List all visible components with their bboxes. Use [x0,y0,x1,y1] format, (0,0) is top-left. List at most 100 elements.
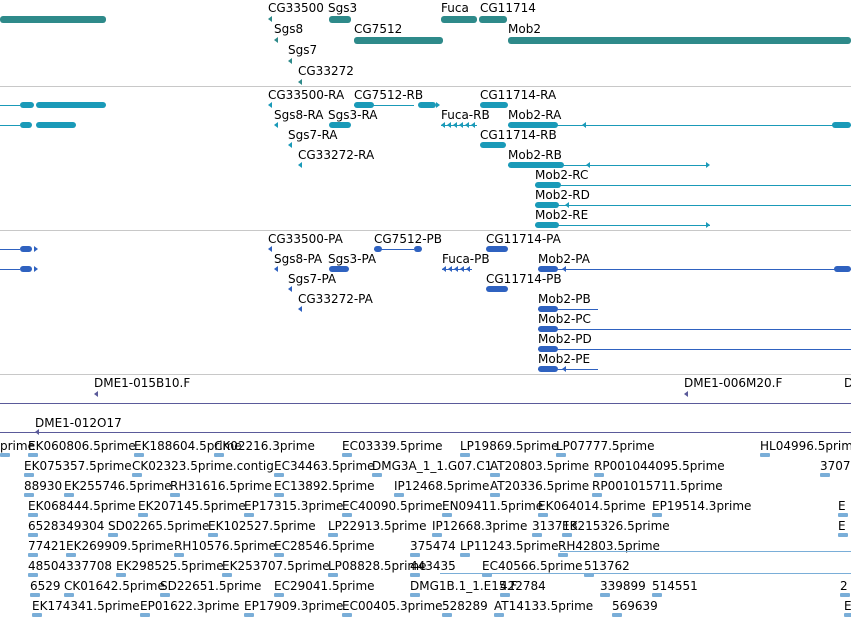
feature-glyph[interactable] [486,286,508,292]
feature-glyph[interactable] [844,613,851,617]
feature-glyph[interactable] [24,493,34,497]
feature-glyph[interactable] [222,573,232,577]
feature-glyph[interactable] [0,16,106,23]
feature-glyph[interactable] [329,16,351,23]
feature-glyph[interactable] [28,573,38,577]
feature-glyph[interactable] [0,453,10,457]
feature-glyph[interactable] [479,16,507,23]
feature-glyph[interactable] [274,493,284,497]
feature-glyph[interactable] [535,202,559,208]
feature-glyph[interactable] [24,473,34,477]
feature-glyph[interactable] [342,613,352,617]
feature-glyph[interactable] [442,513,452,517]
feature-glyph[interactable] [832,122,851,128]
feature-glyph[interactable] [170,493,180,497]
feature-glyph[interactable] [432,533,442,537]
feature-glyph[interactable] [214,453,224,457]
feature-glyph[interactable] [394,493,404,497]
feature-glyph[interactable] [460,553,470,557]
feature-glyph[interactable] [532,533,542,537]
feature-glyph[interactable] [538,266,558,272]
feature-glyph[interactable] [28,453,38,457]
feature-glyph[interactable] [138,513,148,517]
feature-glyph[interactable] [410,593,420,597]
feature-glyph[interactable] [64,593,74,597]
feature-glyph[interactable] [535,182,561,188]
feature-glyph[interactable] [372,473,382,477]
feature-glyph[interactable] [834,266,851,272]
feature-glyph[interactable] [538,326,558,332]
feature-glyph[interactable] [482,573,492,577]
feature-glyph[interactable] [132,473,142,477]
feature-glyph[interactable] [820,473,830,477]
feature-glyph[interactable] [329,122,351,128]
feature-glyph[interactable] [342,513,352,517]
feature-glyph[interactable] [108,533,118,537]
feature-glyph[interactable] [418,102,436,108]
feature-glyph[interactable] [32,613,42,617]
feature-glyph[interactable] [274,593,284,597]
feature-glyph[interactable] [20,102,34,108]
feature-glyph[interactable] [140,613,150,617]
feature-glyph[interactable] [535,222,559,228]
feature-glyph[interactable] [760,453,770,457]
feature-glyph[interactable] [558,553,568,557]
feature-glyph[interactable] [562,533,572,537]
feature-glyph[interactable] [538,346,558,352]
feature-glyph[interactable] [441,16,477,23]
feature-glyph[interactable] [600,593,610,597]
feature-glyph[interactable] [20,246,32,252]
feature-glyph[interactable] [274,473,284,477]
feature-glyph[interactable] [538,306,558,312]
feature-glyph[interactable] [556,453,566,457]
feature-glyph[interactable] [652,593,662,597]
feature-glyph[interactable] [28,513,38,517]
feature-glyph[interactable] [480,142,506,148]
feature-glyph[interactable] [328,533,338,537]
feature-glyph[interactable] [612,613,622,617]
feature-glyph[interactable] [354,102,374,108]
feature-glyph[interactable] [538,513,548,517]
feature-glyph[interactable] [480,102,508,108]
feature-glyph[interactable] [500,593,510,597]
feature-glyph[interactable] [329,266,349,272]
feature-glyph[interactable] [508,37,851,44]
feature-glyph[interactable] [28,533,38,537]
feature-glyph[interactable] [838,513,848,517]
feature-glyph[interactable] [584,573,594,577]
feature-glyph[interactable] [134,453,144,457]
feature-glyph[interactable] [174,553,184,557]
feature-glyph[interactable] [494,613,504,617]
feature-glyph[interactable] [490,473,500,477]
feature-glyph[interactable] [442,613,452,617]
feature-glyph[interactable] [490,493,500,497]
feature-glyph[interactable] [64,493,74,497]
feature-glyph[interactable] [460,453,470,457]
feature-glyph[interactable] [20,122,32,128]
feature-glyph[interactable] [840,593,850,597]
feature-glyph[interactable] [66,553,76,557]
feature-glyph[interactable] [410,573,420,577]
feature-glyph[interactable] [208,533,218,537]
feature-glyph[interactable] [274,553,284,557]
feature-glyph[interactable] [244,613,254,617]
feature-glyph[interactable] [28,553,38,557]
feature-glyph[interactable] [30,593,40,597]
feature-glyph[interactable] [508,122,558,128]
feature-glyph[interactable] [538,366,558,372]
feature-glyph[interactable] [838,533,848,537]
feature-glyph[interactable] [594,473,604,477]
feature-glyph[interactable] [652,513,662,517]
feature-glyph[interactable] [20,266,32,272]
feature-glyph[interactable] [36,122,76,128]
feature-glyph[interactable] [592,493,602,497]
feature-glyph[interactable] [374,246,382,252]
feature-glyph[interactable] [160,593,170,597]
feature-glyph[interactable] [328,573,338,577]
feature-glyph[interactable] [36,102,106,108]
feature-glyph[interactable] [354,37,443,44]
feature-glyph[interactable] [116,573,126,577]
feature-glyph[interactable] [342,453,352,457]
feature-glyph[interactable] [486,246,508,252]
feature-glyph[interactable] [410,553,420,557]
